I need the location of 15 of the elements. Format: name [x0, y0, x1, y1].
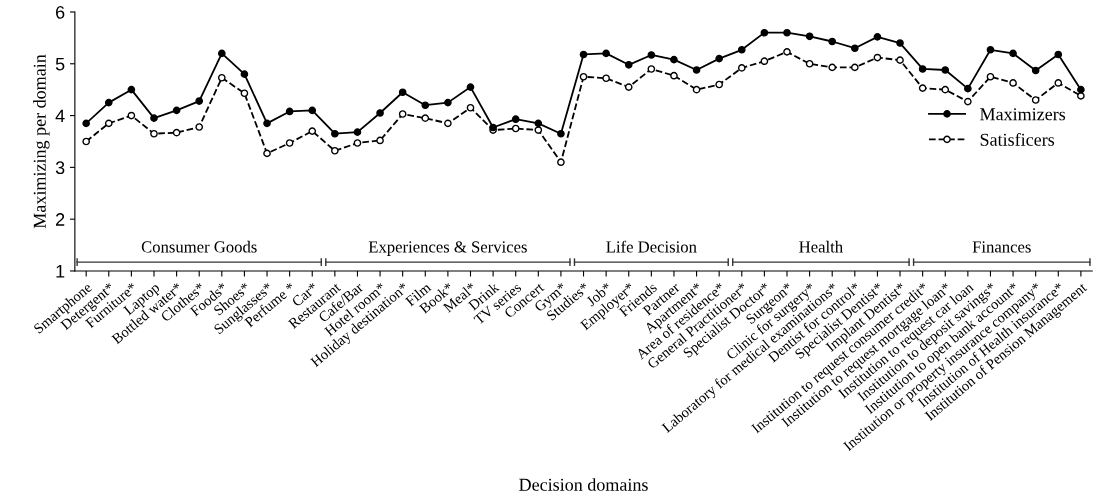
y-tick-label: 5	[55, 57, 65, 71]
annotation: Life Decision	[606, 240, 697, 253]
legend-label: Maximizers	[980, 108, 1066, 121]
annotation: Health	[799, 240, 843, 253]
annotation: Experiences & Services	[368, 241, 527, 256]
y-tick-label: 3	[55, 161, 65, 175]
y-tick-label: 2	[56, 213, 65, 226]
y-tick-label: 1	[56, 265, 65, 278]
x-axis-title: Decision domains	[519, 478, 648, 491]
annotation: Finances	[972, 241, 1031, 253]
y-tick-label: 4	[55, 109, 65, 123]
legend-label: Satisficers	[980, 132, 1055, 146]
annotation: Consumer Goods	[141, 240, 257, 253]
y-axis-title: Maximizing per domain	[33, 54, 50, 229]
y-tick-label: 6	[56, 5, 65, 19]
